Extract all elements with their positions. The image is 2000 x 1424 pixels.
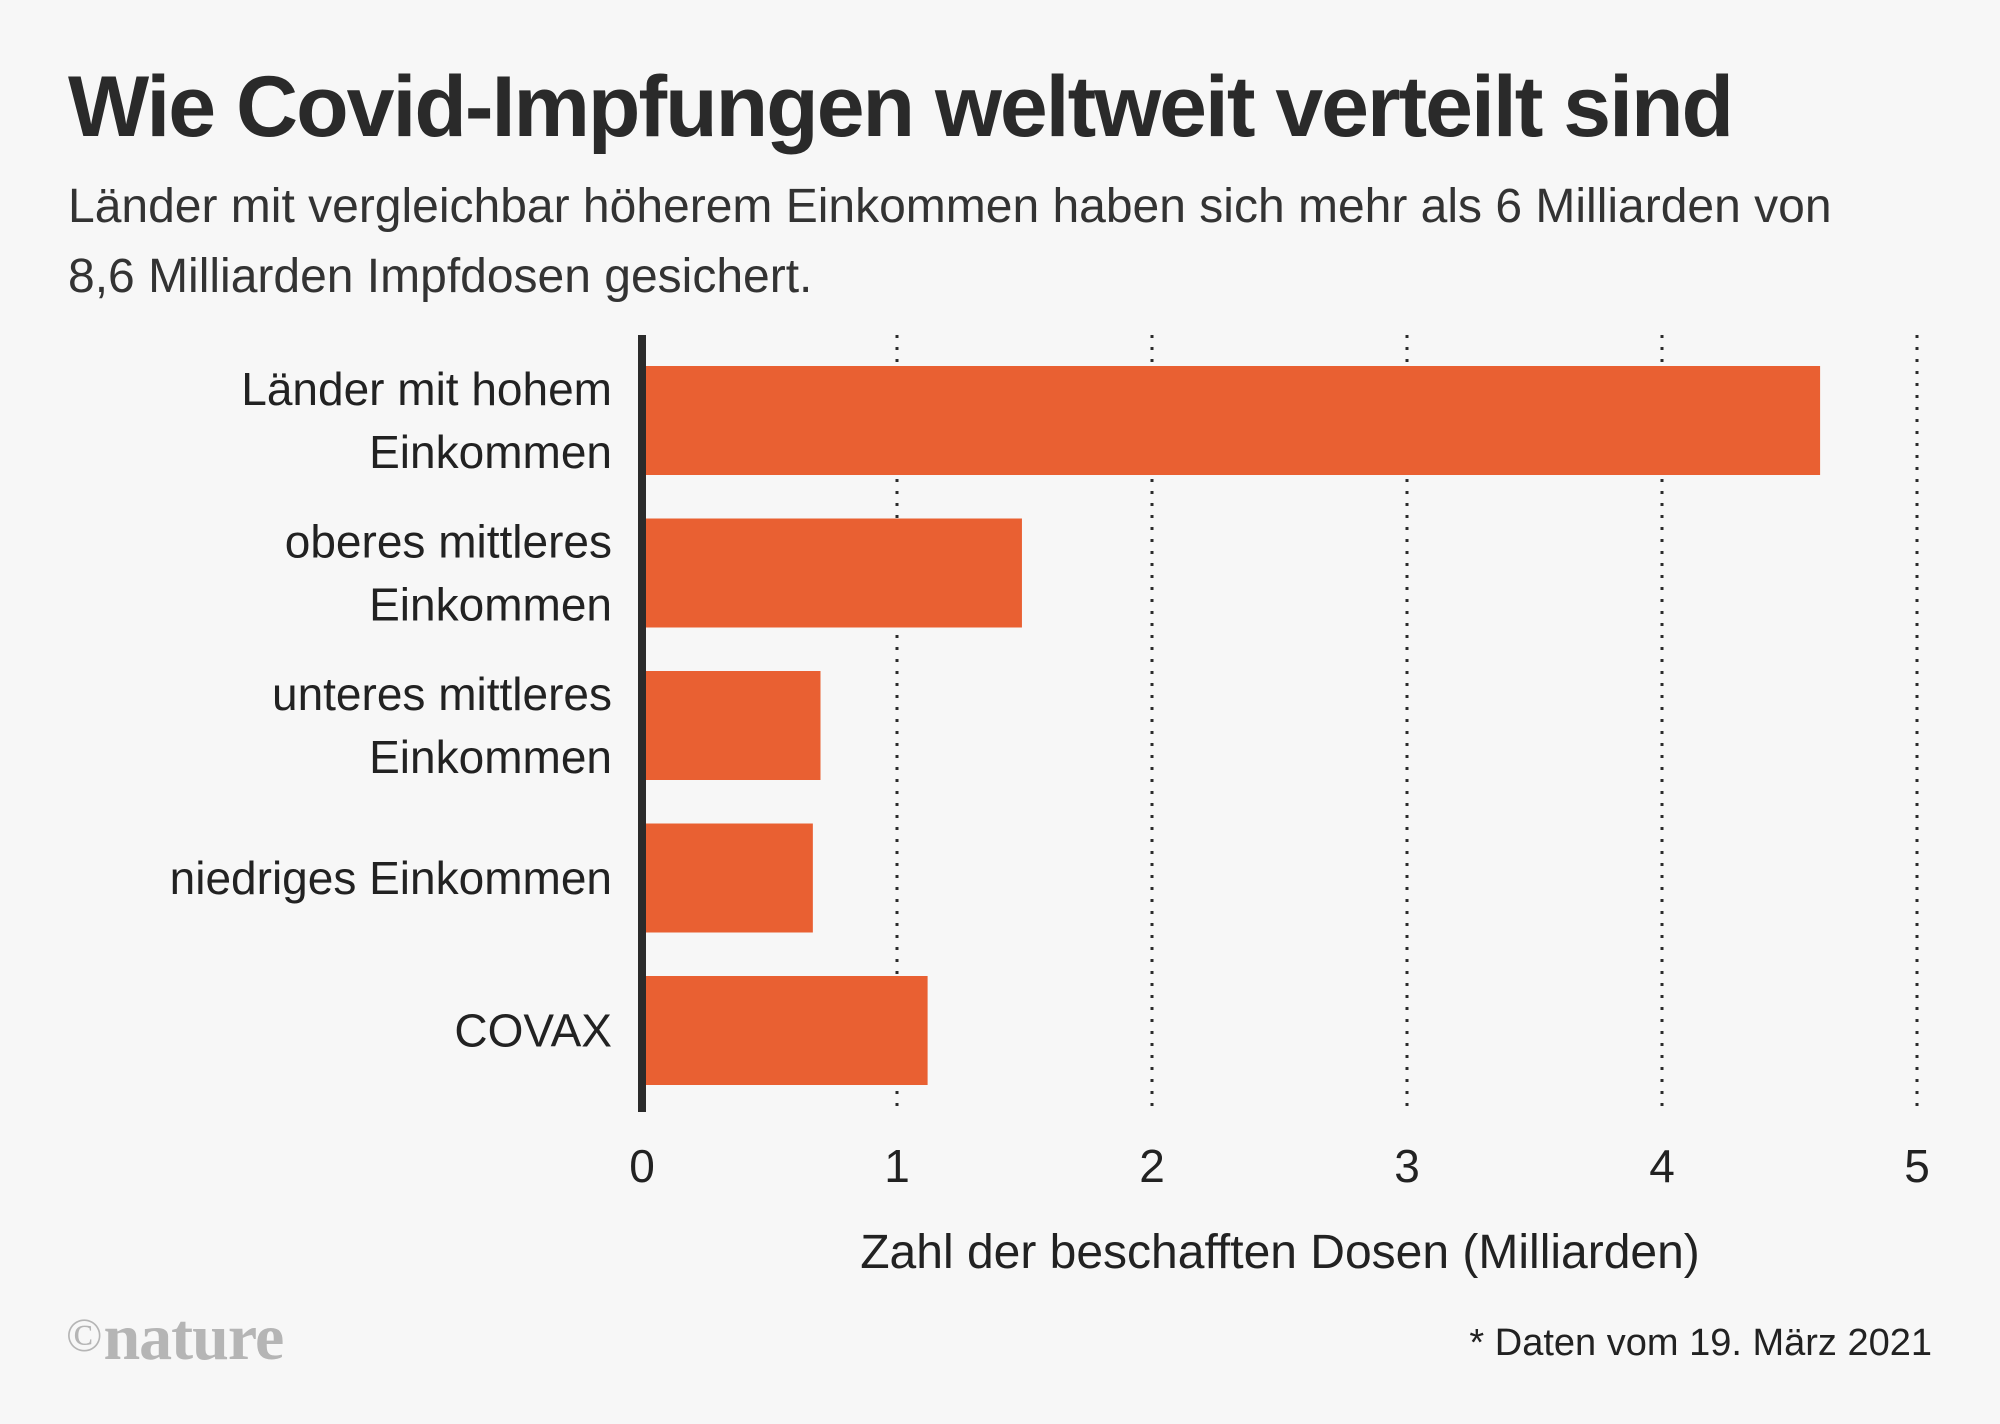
x-tick-label: 5 (1904, 1140, 1930, 1192)
bar (642, 671, 821, 780)
category-label-line: niedriges Einkommen (170, 852, 612, 904)
category-label-line: COVAX (454, 1005, 612, 1057)
x-tick-labels: 0 1 2 3 4 5 (629, 1140, 1930, 1192)
x-tick-label: 3 (1394, 1140, 1420, 1192)
x-tick-label: 1 (884, 1140, 910, 1192)
x-tick-label: 2 (1139, 1140, 1165, 1192)
bar (642, 823, 813, 933)
x-tick-label: 4 (1649, 1140, 1675, 1192)
category-label: unteres mittleres Einkommen (272, 668, 612, 783)
category-label-line: oberes mittleres (285, 516, 612, 568)
bar (642, 366, 1821, 475)
logo-text: nature (103, 1301, 284, 1374)
category-label: Länder mit hohem Einkommen (241, 363, 612, 478)
chart-title: Wie Covid-Impfungen weltweit verteilt si… (68, 59, 1734, 155)
chart-subtitle: Länder mit vergleichbar höherem Einkomme… (68, 180, 1832, 303)
x-axis-label: Zahl der beschafften Dosen (Milliarden) (860, 1226, 1700, 1279)
category-label: oberes mittleres Einkommen (285, 516, 612, 631)
category-label-line: Einkommen (369, 731, 612, 783)
bar (642, 518, 1022, 628)
category-label-line: Länder mit hohem (241, 363, 612, 415)
category-label: niedriges Einkommen (170, 852, 612, 904)
footnote: * Daten vom 19. März 2021 (1469, 1322, 1932, 1364)
category-label-line: Einkommen (369, 579, 612, 631)
category-label: COVAX (454, 1005, 612, 1057)
category-label-line: Einkommen (369, 426, 612, 478)
bars (642, 366, 1821, 1085)
nature-logo: ©nature (66, 1300, 284, 1376)
category-label-line: unteres mittleres (272, 668, 612, 720)
bar (642, 976, 928, 1085)
x-tick-label: 0 (629, 1140, 655, 1192)
copyright-symbol: © (66, 1309, 102, 1362)
